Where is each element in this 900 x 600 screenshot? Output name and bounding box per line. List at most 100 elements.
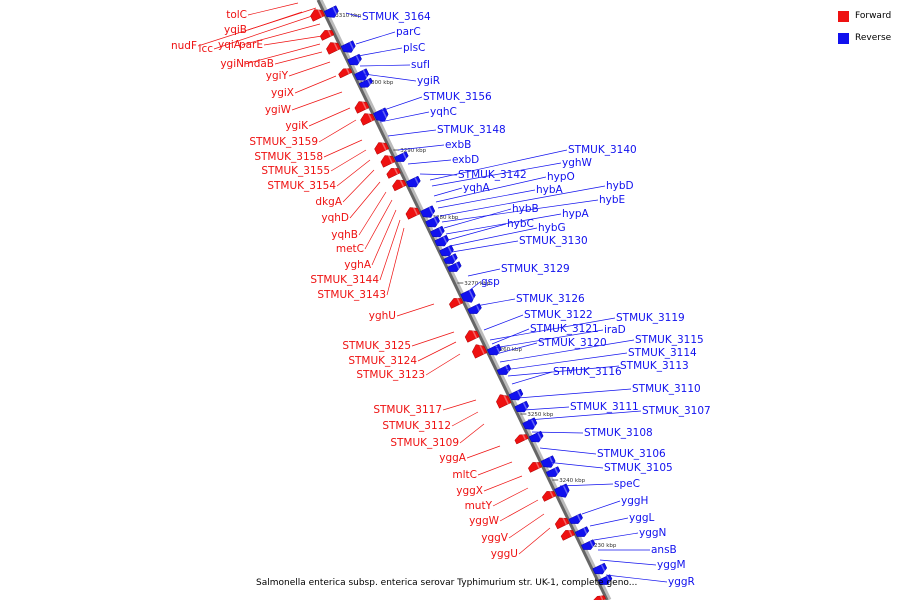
reverse-leader-line <box>345 12 362 18</box>
forward-leader-line <box>425 353 461 376</box>
forward-gene-label: ygiN <box>220 58 244 70</box>
reverse-gene <box>467 303 482 314</box>
forward-gene-label: mltC <box>452 469 477 481</box>
reverse-gene-label: STMUK_3121 <box>530 323 599 335</box>
reverse-gene <box>373 107 389 122</box>
reverse-gene-label: exbB <box>445 139 471 151</box>
forward-gene <box>593 594 607 600</box>
reverse-gene-label: exbD <box>452 154 479 166</box>
reverse-leader-line <box>445 213 562 235</box>
forward-gene <box>471 342 488 359</box>
legend: Forward Reverse <box>838 9 891 53</box>
reverse-gene <box>508 388 524 401</box>
forward-leader-line <box>477 461 513 476</box>
reverse-gene-label: STMUK_3119 <box>616 312 685 324</box>
forward-gene <box>392 178 407 192</box>
forward-leader-line <box>274 51 323 65</box>
forward-gene-label: ygiX <box>271 87 294 99</box>
forward-gene-label: parE <box>239 39 263 51</box>
reverse-leader-line <box>407 159 452 165</box>
forward-gene-label: STMUK_3117 <box>373 404 442 416</box>
reverse-gene <box>460 288 476 303</box>
reverse-gene-label: STMUK_3107 <box>642 405 711 417</box>
forward-gene-label: STMUK_3143 <box>317 289 386 301</box>
forward-gene <box>449 296 464 309</box>
forward-gene-label: yggX <box>456 485 483 497</box>
reverse-gene-label: STMUK_3106 <box>597 448 666 460</box>
tick-label: 3280 kbp <box>433 215 459 221</box>
forward-gene <box>464 328 480 343</box>
forward-leader-line <box>247 2 299 16</box>
forward-gene <box>527 460 543 473</box>
reverse-leader-line <box>499 339 635 363</box>
tick-label: 3310 kbp <box>335 13 361 19</box>
reverse-gene <box>443 253 458 264</box>
forward-gene-label: STMUK_3109 <box>390 437 459 449</box>
reverse-gene <box>581 539 596 550</box>
reverse-gene <box>405 175 421 188</box>
reverse-leader-line <box>581 500 621 515</box>
reverse-leader-line <box>493 329 604 349</box>
reverse-gene-label: STMUK_3108 <box>584 427 653 439</box>
reverse-gene-label: STMUK_3140 <box>568 144 637 156</box>
reverse-gene-label: gsp <box>481 276 500 288</box>
forward-gene-label: yghA <box>344 259 372 271</box>
forward-gene-label: yqhD <box>321 212 349 224</box>
reverse-gene-label: plsC <box>403 42 425 54</box>
reverse-gene <box>554 483 570 498</box>
forward-gene-label: ygiK <box>285 120 309 132</box>
forward-leader-line <box>349 181 381 219</box>
reverse-leader-line <box>355 31 396 45</box>
forward-leader-line <box>288 61 331 77</box>
reverse-gene-label: hybC <box>507 218 534 230</box>
reverse-leader-line <box>491 328 530 345</box>
forward-gene-label: mdaB <box>243 58 274 70</box>
reverse-gene-label: parC <box>396 26 421 38</box>
tick-label: 3240 kbp <box>559 478 585 484</box>
reverse-gene-label: hybD <box>606 180 634 192</box>
forward-gene-label: dkgA <box>315 196 342 208</box>
forward-leader-line <box>213 13 319 50</box>
reverse-gene <box>574 526 590 537</box>
reverse-gene <box>323 5 339 18</box>
reverse-leader-line <box>437 189 536 209</box>
reverse-leader-line <box>449 227 538 247</box>
tick-label: 3260 kbp <box>496 347 522 353</box>
forward-gene <box>405 205 421 220</box>
forward-leader-line <box>396 303 435 317</box>
reverse-leader-line <box>605 574 668 583</box>
legend-swatch-forward <box>838 10 849 22</box>
forward-leader-line <box>318 119 357 143</box>
reverse-gene-label: hybA <box>536 184 564 196</box>
reverse-gene <box>514 400 530 413</box>
reverse-leader-line <box>387 129 437 137</box>
reverse-gene-label: STMUK_3130 <box>519 235 588 247</box>
forward-gene-label: yggA <box>439 452 467 464</box>
reverse-gene <box>425 215 440 228</box>
forward-gene-label: STMUK_3159 <box>249 136 318 148</box>
reverse-gene <box>340 40 356 53</box>
forward-gene <box>554 516 570 530</box>
forward-gene <box>386 166 401 179</box>
forward-gene-label: yqiB <box>224 24 247 36</box>
forward-leader-line <box>499 499 539 522</box>
reverse-gene-label: STMUK_3129 <box>501 263 570 275</box>
reverse-gene-label: STMUK_3115 <box>635 334 704 346</box>
reverse-gene-label: yqhA <box>463 182 491 194</box>
forward-gene <box>374 140 390 155</box>
reverse-gene-label: yggM <box>657 559 686 571</box>
reverse-gene-label: yggH <box>621 495 648 507</box>
reverse-leader-line <box>447 223 507 241</box>
tick-label: 3250 kbp <box>527 412 553 418</box>
legend-swatch-reverse <box>838 32 849 44</box>
forward-leader-line <box>466 445 501 459</box>
forward-gene-label: yqiA <box>218 39 242 51</box>
reverse-leader-line <box>527 410 642 421</box>
tick-label: 3290 kbp <box>400 148 426 154</box>
forward-gene <box>514 433 529 445</box>
legend-label-forward: Forward <box>855 11 892 21</box>
map-caption: Salmonella enterica subsp. enterica sero… <box>256 578 638 588</box>
forward-gene-label: STMUK_3154 <box>267 180 336 192</box>
forward-gene <box>360 111 376 126</box>
reverse-gene-label: hybE <box>599 194 625 206</box>
